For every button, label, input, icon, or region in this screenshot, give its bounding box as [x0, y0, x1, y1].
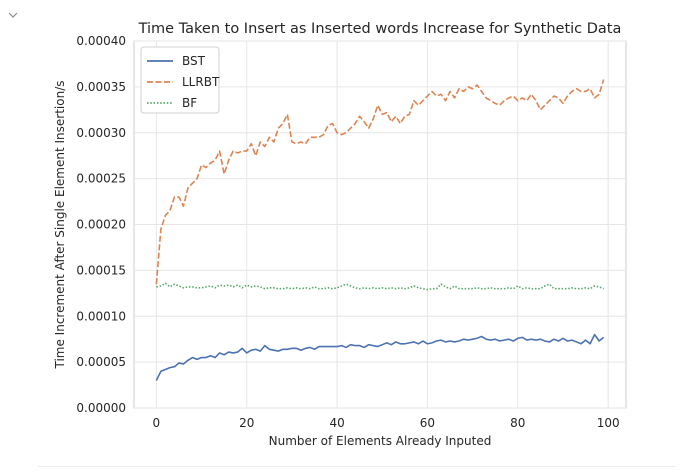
divider: [38, 466, 676, 467]
x-tick-label: 40: [329, 416, 344, 430]
x-tick-label: 60: [420, 416, 435, 430]
y-axis-ticks: 0.00000 0.00005 0.00010 0.00015 0.00020 0.000…: [76, 34, 126, 415]
y-tick-label: 0.00005: [76, 355, 126, 369]
y-tick-label: 0.00025: [76, 172, 126, 186]
series-line-bst: [155, 333, 605, 381]
series-line-llrbt: [155, 79, 605, 285]
legend-label-bf: BF: [182, 96, 197, 110]
x-tick-label: 20: [239, 416, 254, 430]
series-layer: [155, 79, 605, 381]
y-tick-label: 0.00030: [76, 126, 126, 140]
series-line-bf: [156, 282, 604, 291]
y-tick-label: 0.00015: [76, 263, 126, 277]
y-tick-label: 0.00000: [76, 401, 126, 415]
legend-label-bst: BST: [182, 54, 206, 68]
y-tick-label: 0.00040: [76, 34, 126, 48]
legend-box: [140, 46, 220, 114]
y-tick-label: 0.00020: [76, 218, 126, 232]
x-axis-ticks: 0 20 40 60 80 100: [153, 416, 620, 430]
x-tick-label: 0: [153, 416, 161, 430]
y-tick-label: 0.00035: [76, 80, 126, 94]
x-axis-label: Number of Elements Already Inputed: [269, 434, 492, 448]
y-tick-label: 0.00010: [76, 309, 126, 323]
y-axis-label: Time Increment After Single Element Inse…: [53, 81, 67, 370]
x-tick-label: 80: [510, 416, 525, 430]
legend-label-llrbt: LLRBT: [182, 75, 220, 89]
legend: BST LLRBT BF: [140, 46, 220, 114]
chart-title: Time Taken to Insert as Inserted words I…: [138, 21, 622, 37]
chevron-down-icon[interactable]: [6, 10, 20, 20]
x-tick-label: 100: [597, 416, 620, 430]
